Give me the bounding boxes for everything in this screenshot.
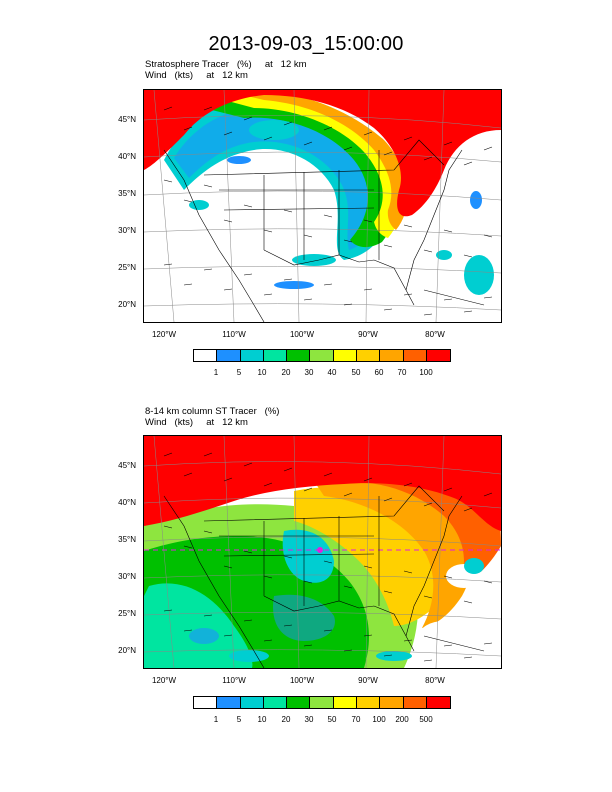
panel1-colorbar-box [217, 350, 241, 361]
panel1-cb-label: 100 [419, 368, 433, 377]
panel2-cb-label: 100 [372, 715, 386, 724]
panel2-lon-90: 90°W [358, 676, 378, 685]
panel1-lon-120: 120°W [151, 330, 177, 339]
panel2-lon-110: 110°W [222, 676, 246, 685]
panel2-colorbar-box [194, 697, 218, 708]
panel2-title-line2: Wind (kts) at 12 km [145, 416, 248, 428]
panel1-boundaries [163, 139, 485, 322]
panel2-marker [317, 547, 323, 553]
panel2-map [143, 435, 502, 669]
panel1-colorbar-box [287, 350, 311, 361]
panel1-lon-90: 90°W [358, 330, 378, 339]
panel2-lon-80: 80°W [425, 676, 445, 685]
panel2-colorbar-box [426, 697, 451, 708]
panel1-lon-110: 110°W [222, 330, 246, 339]
panel2-lon-100: 100°W [289, 676, 315, 685]
panel2-graticule [144, 436, 501, 668]
panel2-boundaries [163, 485, 485, 668]
panel1-lon-80: 80°W [425, 330, 445, 339]
panel1-colorbar-box [194, 350, 218, 361]
panel1-cb-label: 10 [257, 368, 267, 377]
panel1-title-line1: Stratosphere Tracer (%) at 12 km [145, 59, 307, 70]
panel1-colorbar [193, 349, 452, 362]
panel2-lon-120: 120°W [151, 676, 177, 685]
panel2-colorbar-box [310, 697, 334, 708]
panel1-cb-label: 60 [374, 368, 384, 377]
panel1-cb-label: 1 [213, 368, 219, 377]
panel1-colorbar-box [380, 350, 404, 361]
panel1-cb-label: 40 [327, 368, 337, 377]
panel2-colorbar-box [263, 697, 288, 708]
panel1-cb-label: 20 [281, 368, 291, 377]
panel1-tracer-field [144, 90, 501, 322]
panel1-colorbar-box [310, 350, 334, 361]
panel2-colorbar-box [380, 697, 404, 708]
panel2-cb-label: 200 [395, 715, 409, 724]
panel1-map-svg [144, 90, 501, 322]
panel2-cb-label: 1 [213, 715, 219, 724]
panel2-cb-label: 500 [419, 715, 433, 724]
panel1-graticule [144, 90, 501, 322]
panel1-colorbar-box [240, 350, 264, 361]
panel1-wind-barbs [163, 106, 493, 316]
panel1-colorbar-box [357, 350, 381, 361]
panel2-lat-20: 20°N [118, 646, 136, 655]
panel2-colorbar-box [217, 697, 241, 708]
panel2-colorbar-box [240, 697, 264, 708]
panel1-cb-label: 50 [351, 368, 361, 377]
panel2-lat-25: 25°N [118, 609, 136, 618]
panel1-lat-20: 20°N [118, 300, 136, 309]
panel2-colorbar-box [287, 697, 311, 708]
panel1-colorbar-box [263, 350, 288, 361]
panel1-lat-30: 30°N [118, 226, 136, 235]
panel1-map [143, 89, 502, 323]
panel2-lat-40: 40°N [118, 498, 136, 507]
panel2-colorbar-box [333, 697, 358, 708]
panel1-colorbar-box [333, 350, 358, 361]
panel2-tracer-field [144, 436, 501, 668]
panel2-colorbar-box [403, 697, 427, 708]
panel1-colorbar-box [426, 350, 451, 361]
panel1-lat-45: 45°N [118, 115, 136, 124]
panel2-title-line1: 8-14 km column ST Tracer (%) [145, 406, 280, 417]
panel2-cb-label: 70 [351, 715, 361, 724]
panel1-title: Stratosphere Tracer (%) at 12 km Wind (kt… [145, 59, 307, 81]
panel1-lat-25: 25°N [118, 263, 136, 272]
panel1-cb-label: 70 [397, 368, 407, 377]
panel2-colorbar [193, 696, 452, 709]
panel2-cb-label: 20 [281, 715, 291, 724]
panel1-colorbar-box [403, 350, 427, 361]
panel2-cb-label: 10 [257, 715, 267, 724]
panel2-lat-35: 35°N [118, 535, 136, 544]
panel2-lat-30: 30°N [118, 572, 136, 581]
panel2-cb-label: 50 [327, 715, 337, 724]
panel2-wind-barbs [163, 452, 493, 662]
panel2-map-svg [144, 436, 501, 668]
panel2-lat-45: 45°N [118, 461, 136, 470]
panel2-colorbar-box [357, 697, 381, 708]
panel1-title-line2: Wind (kts) at 12 km [145, 69, 248, 81]
panel1-cb-label: 5 [236, 368, 242, 377]
panel2-title: 8-14 km column ST Tracer (%) Wind (kts) a… [145, 406, 280, 428]
panel1-lat-40: 40°N [118, 152, 136, 161]
panel1-cb-label: 30 [304, 368, 314, 377]
main-title: 2013-09-03_15:00:00 [208, 33, 404, 55]
panel2-cb-label: 5 [236, 715, 242, 724]
panel1-lat-35: 35°N [118, 189, 136, 198]
panel2-cb-label: 30 [304, 715, 314, 724]
panel1-lon-100: 100°W [289, 330, 315, 339]
